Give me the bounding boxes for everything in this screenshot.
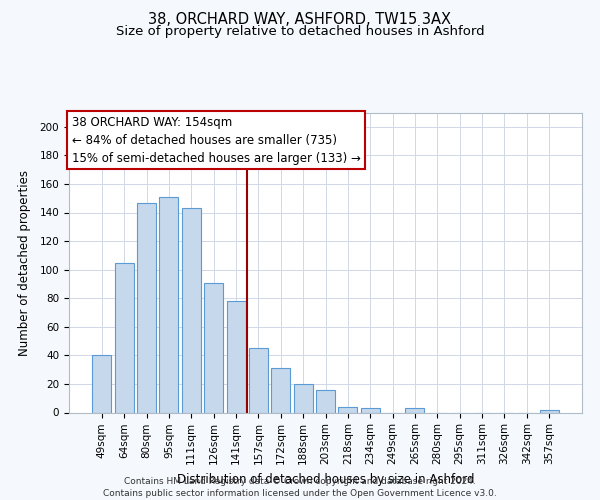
Bar	[271, 368, 290, 412]
Text: Contains HM Land Registry data © Crown copyright and database right 2024.
Contai: Contains HM Land Registry data © Crown c…	[103, 476, 497, 498]
Bar	[249, 348, 268, 412]
Text: 38, ORCHARD WAY, ASHFORD, TW15 3AX: 38, ORCHARD WAY, ASHFORD, TW15 3AX	[149, 12, 452, 28]
X-axis label: Distribution of detached houses by size in Ashford: Distribution of detached houses by size …	[177, 472, 474, 486]
Bar	[92, 356, 112, 412]
Text: 38 ORCHARD WAY: 154sqm
← 84% of detached houses are smaller (735)
15% of semi-de: 38 ORCHARD WAY: 154sqm ← 84% of detached…	[71, 116, 361, 164]
Y-axis label: Number of detached properties: Number of detached properties	[18, 170, 31, 356]
Bar	[539, 410, 559, 412]
Bar	[338, 407, 358, 412]
Text: Size of property relative to detached houses in Ashford: Size of property relative to detached ho…	[116, 25, 484, 38]
Bar	[361, 408, 380, 412]
Bar	[406, 408, 424, 412]
Bar	[160, 197, 178, 412]
Bar	[293, 384, 313, 412]
Bar	[204, 282, 223, 412]
Bar	[316, 390, 335, 412]
Bar	[137, 202, 156, 412]
Bar	[227, 301, 245, 412]
Bar	[182, 208, 201, 412]
Bar	[115, 262, 134, 412]
